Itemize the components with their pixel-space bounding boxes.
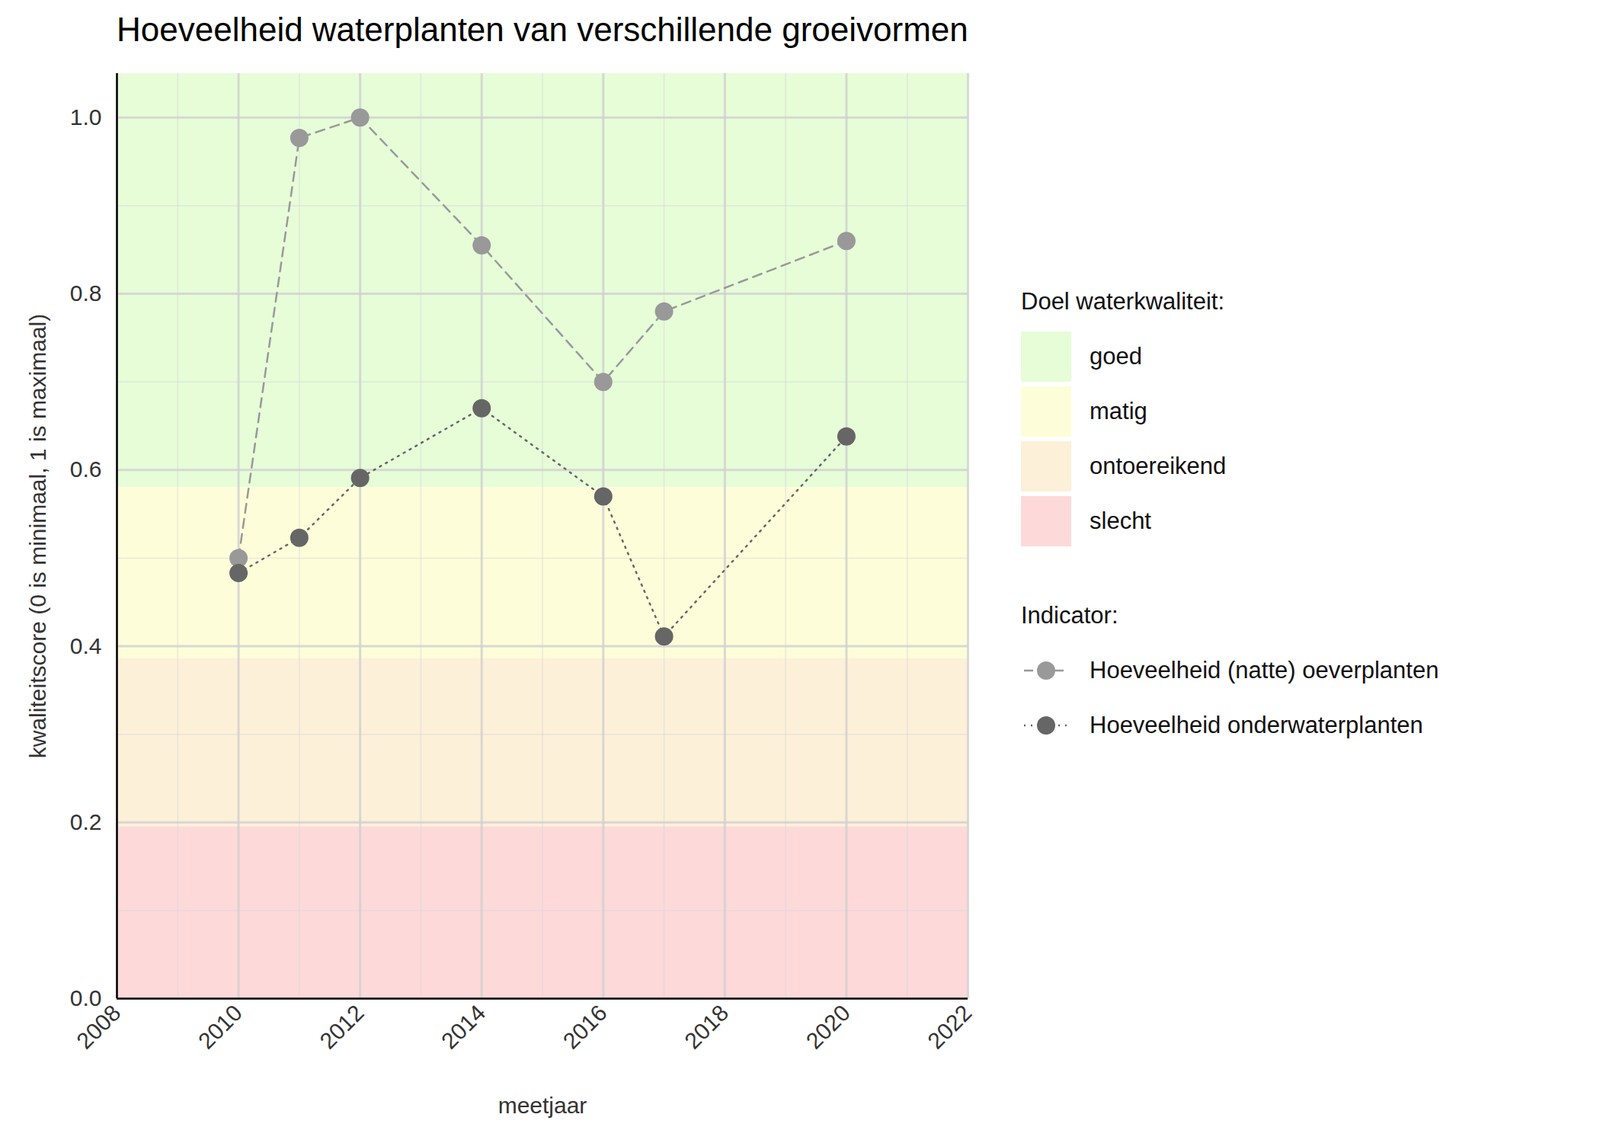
svg-text:2022: 2022: [922, 999, 977, 1054]
html-text:Hoeveelheid waterplanten van v: Hoeveelheid waterplanten van verschillen…: [116, 10, 969, 48]
html-text:Doel waterkwaliteit:: Doel waterkwaliteit:: [1020, 288, 1225, 315]
html-text:matig: matig: [1089, 397, 1148, 425]
html-text:ontoereikend: ontoereikend: [1089, 452, 1227, 480]
svg-text:kwaliteitscore (0 is minimaal,: kwaliteitscore (0 is minimaal, 1 is maxi…: [25, 313, 51, 759]
svg-text:2008: 2008: [71, 999, 126, 1054]
svg-text:2016: 2016: [557, 999, 612, 1054]
svg-text:2020: 2020: [800, 999, 855, 1054]
svg-text:1.0: 1.0: [70, 104, 103, 130]
svg-text:0.4: 0.4: [70, 633, 103, 659]
svg-text:2010: 2010: [193, 999, 248, 1054]
svg-text:0.8: 0.8: [70, 280, 103, 306]
svg-text:meetjaar: meetjaar: [498, 1092, 588, 1118]
svg-text:0.2: 0.2: [70, 809, 103, 835]
svg-text:2014: 2014: [436, 999, 491, 1054]
svg-text:0.0: 0.0: [70, 985, 103, 1011]
html-text:Indicator:: Indicator:: [1020, 601, 1119, 629]
svg-text:2018: 2018: [679, 999, 734, 1054]
html-text:Hoeveelheid onderwaterplanten: Hoeveelheid onderwaterplanten: [1089, 711, 1424, 739]
html-text:Hoeveelheid (natte) oeverplant: Hoeveelheid (natte) oeverplanten: [1089, 656, 1439, 684]
svg-text:0.6: 0.6: [70, 456, 103, 482]
html-text:goed: goed: [1089, 342, 1143, 370]
svg-text:2012: 2012: [314, 999, 369, 1054]
html-text:slecht: slecht: [1089, 507, 1152, 535]
